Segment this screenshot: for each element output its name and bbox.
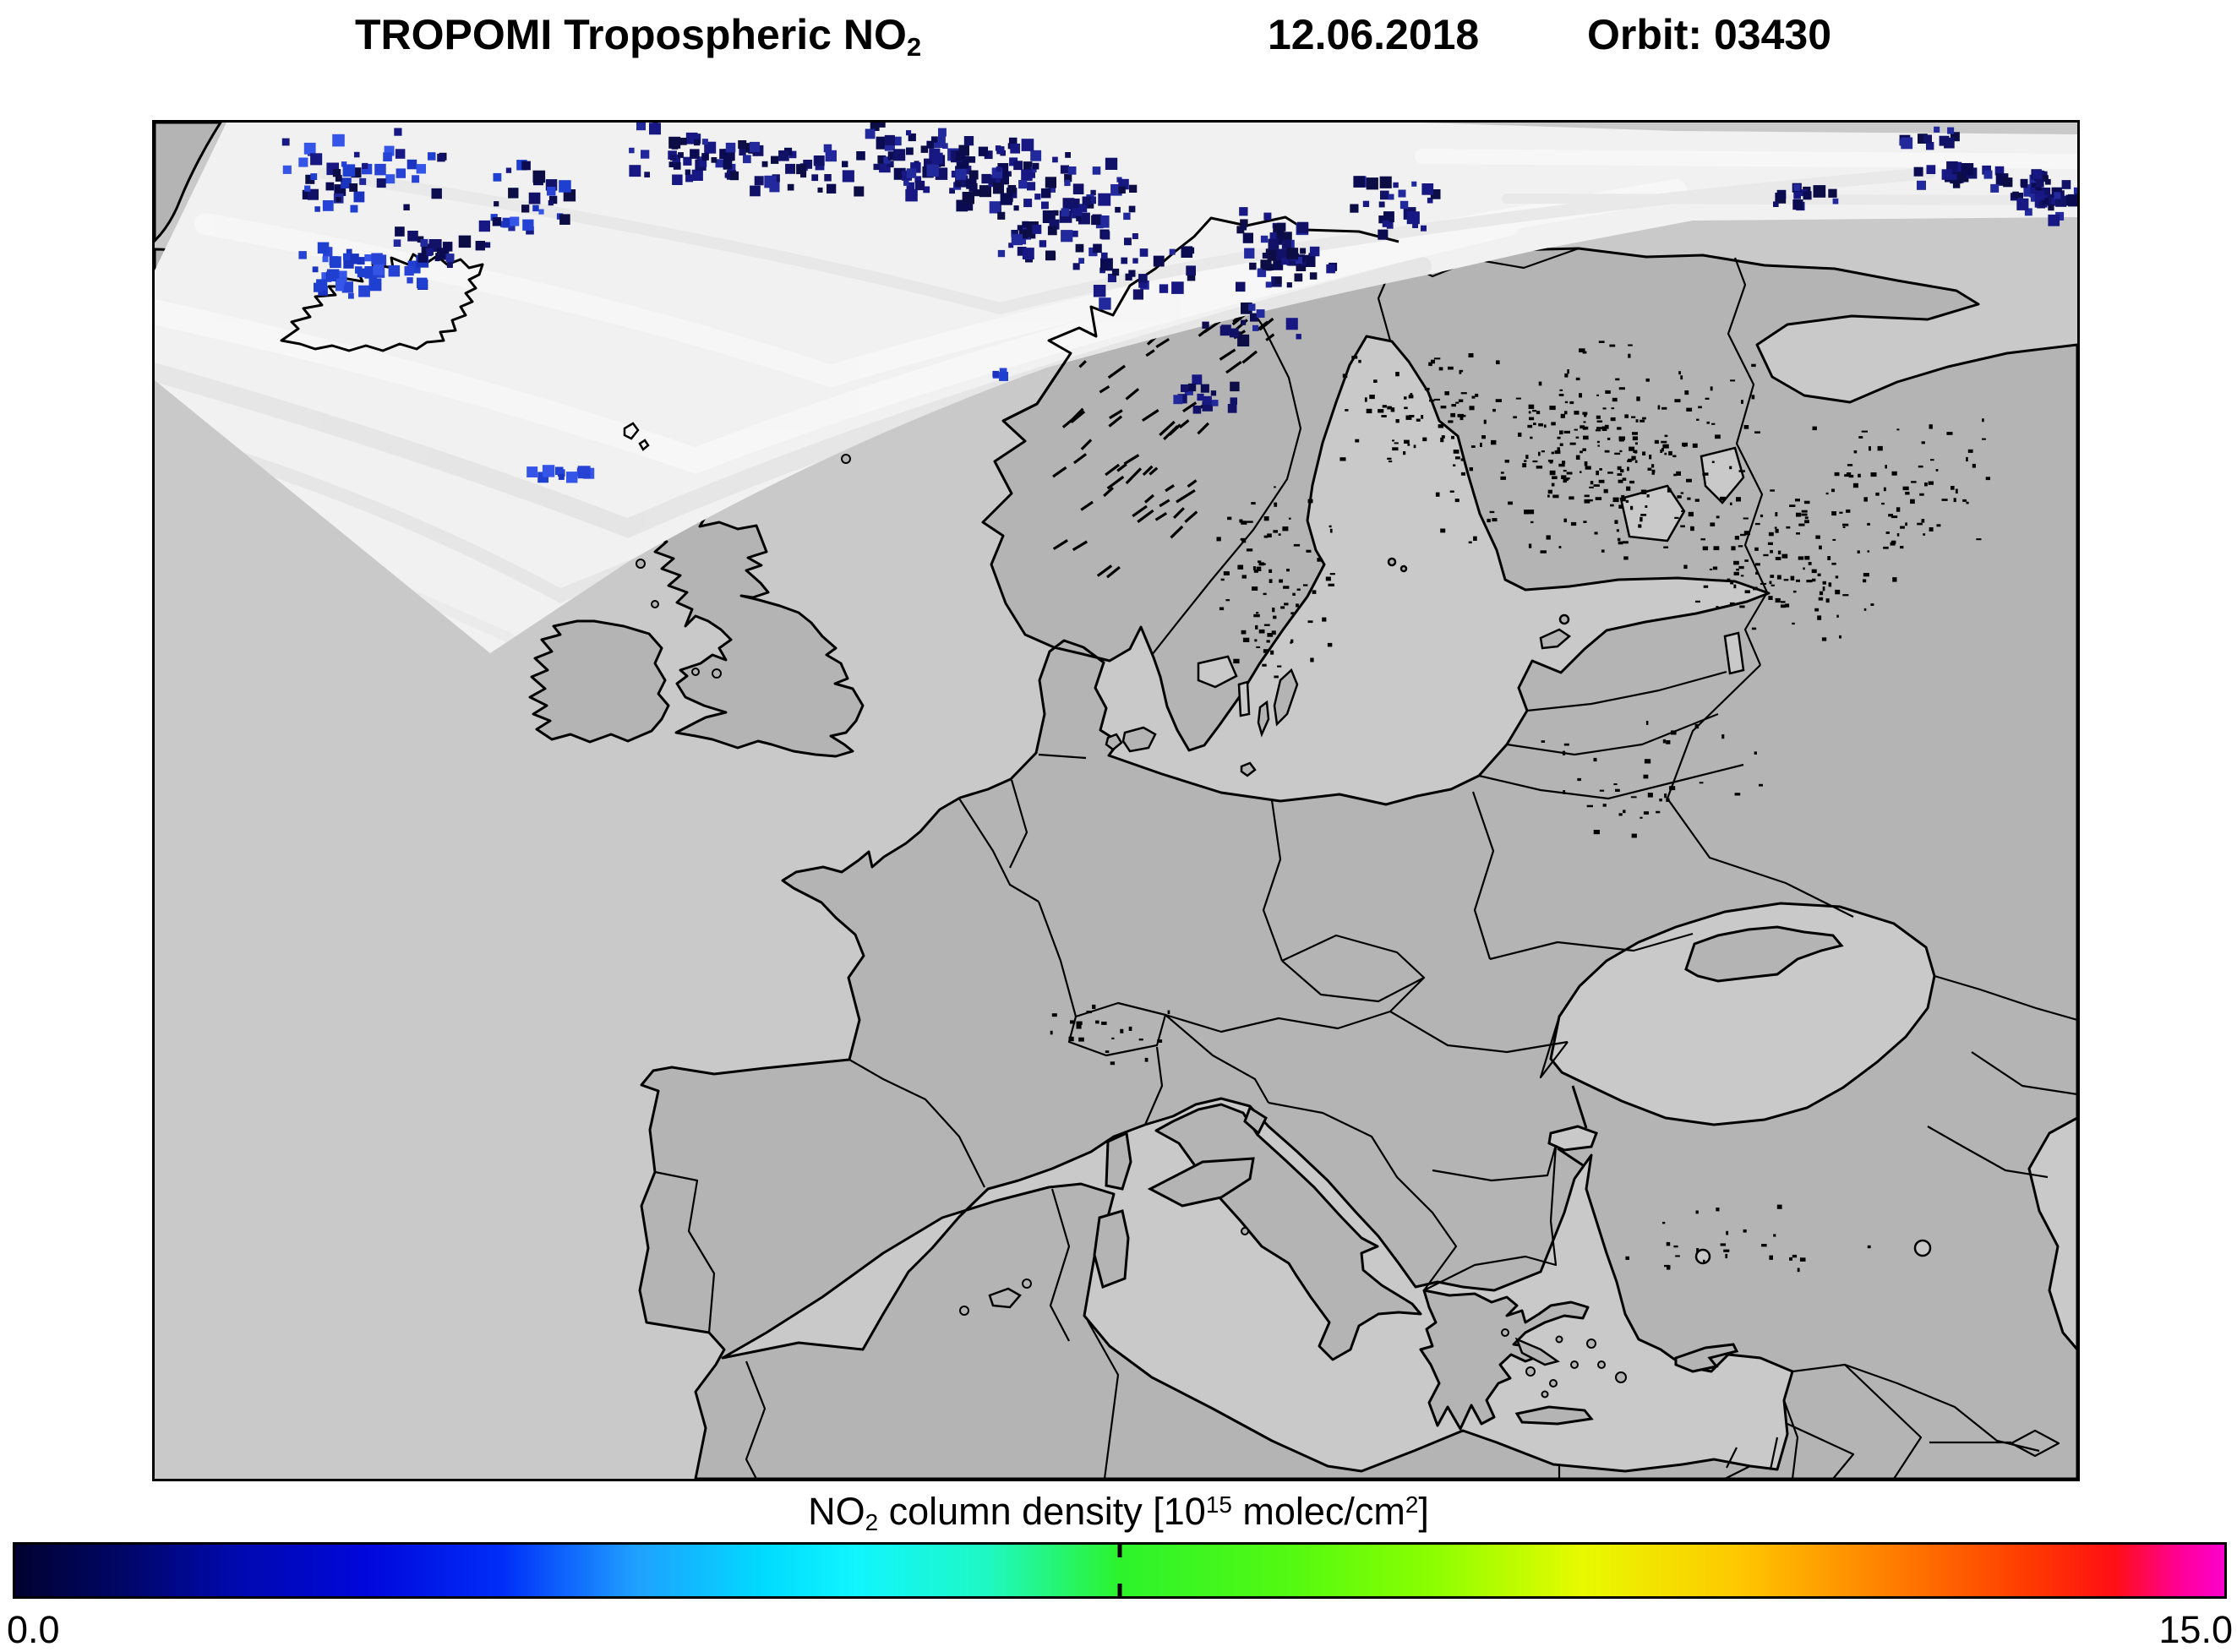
- lake-onega: [1700, 446, 1745, 504]
- colorbar-title-no: NO: [808, 1490, 865, 1533]
- anglesey-island: [691, 668, 700, 676]
- title-text: TROPOMI Tropospheric NO: [355, 11, 907, 58]
- colorbar-title-units: molec/cm: [1231, 1490, 1405, 1533]
- border-romania-bulgaria-danube: [1432, 1144, 1558, 1182]
- header: TROPOMI Tropospheric NO2 12.06.2018 Orbi…: [0, 5, 2237, 64]
- border-bulgaria-greece-turkey: [1423, 1144, 1558, 1291]
- border-romania-ukraine: [1539, 1016, 1569, 1079]
- north-norway-coast-overlay: [1002, 215, 1399, 423]
- border-benelux-france: [958, 798, 1039, 902]
- page-title: TROPOMI Tropospheric NO2: [355, 10, 922, 62]
- iceland-coastline: [280, 253, 484, 352]
- no2-pixel-clusters: [281, 123, 2077, 483]
- corsica-island: [1105, 1131, 1132, 1191]
- mallorca-island: [988, 1287, 1022, 1309]
- ireland-coastline: [528, 619, 670, 744]
- sea-of-marmara: [1547, 1125, 1598, 1152]
- border-morocco-algeria: [745, 1360, 767, 1479]
- border-israel-jordan: [1769, 1399, 1799, 1479]
- colorbar-title: NO2 column density [1015 molec/cm2]: [0, 1490, 2237, 1535]
- great-britain-coastline: [647, 515, 865, 758]
- zealand-island: [1121, 726, 1157, 753]
- isle-of-man: [712, 668, 722, 679]
- border-balkans-nw: [1268, 1101, 1458, 1291]
- gotland-island: [1273, 668, 1299, 727]
- colorbar-center-tick-bottom: [1117, 1584, 1122, 1596]
- border-portugal-spain: [654, 1170, 716, 1333]
- colorbar: [13, 1542, 2227, 1599]
- border-germany-netherlands: [1009, 779, 1028, 869]
- greece-coastline: [1419, 1289, 1590, 1431]
- sardinia-island: [1093, 1209, 1130, 1289]
- black-sea: [1549, 902, 1936, 1126]
- colorbar-max-label: 15.0: [2158, 1608, 2233, 1651]
- border-tunisia-libya: [1087, 1320, 1120, 1479]
- europe-map: [155, 123, 2077, 1479]
- border-algeria-tunisia: [1049, 1188, 1071, 1342]
- bosporus-strait: [1571, 1085, 1588, 1129]
- lake-peipus: [1723, 631, 1745, 675]
- border-baltics: [1478, 592, 1768, 800]
- border-ukraine-russia: [1666, 664, 1854, 918]
- euboea-island: [1514, 1337, 1560, 1366]
- border-caucasus: [1934, 974, 2077, 1096]
- border-sinai-suez: [1724, 1447, 1751, 1479]
- colorbar-title-mid: column density [10: [878, 1490, 1206, 1533]
- saaremaa-island: [1539, 628, 1572, 650]
- aland-islands: [1387, 557, 1397, 567]
- lake-speckles: [1050, 341, 1990, 1273]
- colorbar-title-sub2: 2: [865, 1508, 879, 1535]
- date-label: 12.06.2018: [1268, 11, 1480, 58]
- border-syria-iraq-jordan: [1787, 1364, 1923, 1479]
- dardanelles-strait: [1557, 1147, 1584, 1167]
- malta-island: [1241, 1227, 1249, 1235]
- faroe-islands: [623, 422, 650, 451]
- ibiza-island: [959, 1306, 969, 1316]
- mediterranean-sea: [721, 1097, 1794, 1473]
- danish-baltic-islands: [1105, 557, 1572, 777]
- border-france-italy: [1143, 1046, 1164, 1126]
- border-turkey-georgia-armenia: [1927, 1126, 2049, 1179]
- lake-vattern: [1237, 680, 1251, 717]
- map-panel: [152, 120, 2080, 1481]
- border-austria-italy: [1165, 1014, 1269, 1104]
- greenland-coastline: [155, 123, 222, 243]
- border-egypt-diamond: [1929, 1429, 2060, 1458]
- crete-island: [1514, 1405, 1594, 1426]
- lake-ladoga: [1619, 484, 1686, 542]
- colorbar-center-tick-top: [1117, 1545, 1122, 1557]
- colorbar-title-bracket: ]: [1418, 1490, 1429, 1533]
- border-germany-denmark: [1038, 753, 1087, 760]
- funen-island: [1105, 733, 1123, 751]
- orkney-islands: [841, 454, 851, 464]
- title-subscript: 2: [906, 31, 922, 62]
- lakes: [1197, 446, 1932, 1265]
- lake-van: [1913, 1239, 1932, 1257]
- border-hungary-romania: [1389, 1011, 1569, 1054]
- border-ukraine-belarus: [1489, 932, 1694, 961]
- bornholm-island: [1240, 761, 1257, 777]
- border-germany-poland: [1262, 799, 1284, 962]
- orbit-label: Orbit: 03430: [1587, 11, 1832, 58]
- colorbar-title-sup15: 15: [1205, 1491, 1232, 1518]
- istria-peninsula: [1243, 1105, 1268, 1136]
- border-pyrenees: [848, 1059, 985, 1188]
- border-switzerland: [1067, 1001, 1167, 1057]
- border-finland-russia: [1727, 257, 1768, 593]
- sicily-island: [1147, 1157, 1255, 1208]
- border-france-germany-rhine: [1037, 901, 1078, 1017]
- cyprus-island: [1674, 1343, 1739, 1373]
- aegean-islands: [1501, 1328, 1606, 1398]
- rhodes-island: [1615, 1371, 1627, 1383]
- colorbar-title-sup2: 2: [1405, 1491, 1419, 1518]
- oland-island: [1257, 700, 1270, 738]
- border-poland-east: [1471, 791, 1495, 960]
- lake-vanern: [1197, 655, 1238, 689]
- colorbar-min-label: 0.0: [7, 1608, 60, 1651]
- crimea-peninsula: [1684, 925, 1844, 983]
- border-austria-hungary: [1165, 977, 1425, 1033]
- hiiumaa-island: [1558, 613, 1570, 625]
- menorca-island: [1022, 1279, 1032, 1289]
